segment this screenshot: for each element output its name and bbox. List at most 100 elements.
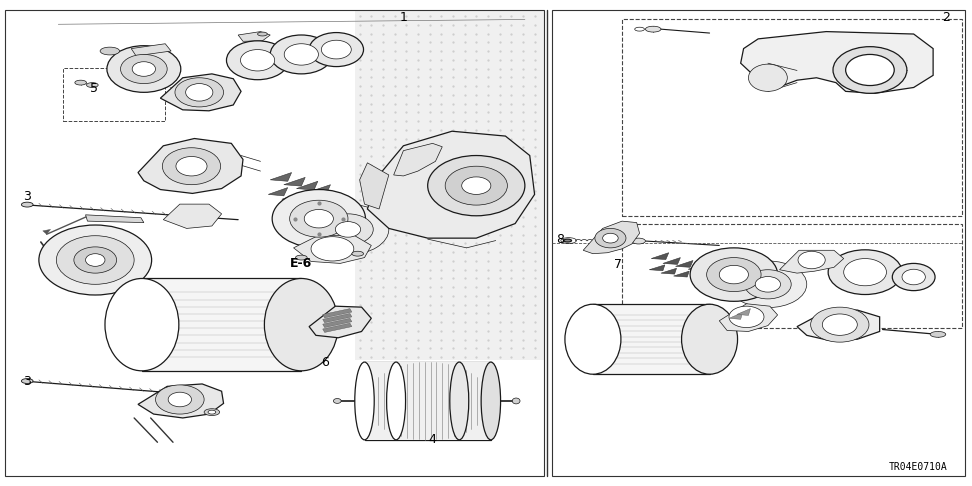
Ellipse shape [270,35,332,74]
Bar [5,10,544,476]
Polygon shape [593,304,710,374]
Ellipse shape [645,26,661,32]
Polygon shape [729,312,743,319]
Text: E-6: E-6 [291,257,312,270]
Ellipse shape [745,270,791,299]
Ellipse shape [798,251,825,269]
Ellipse shape [322,40,351,59]
Ellipse shape [208,410,216,414]
Polygon shape [323,313,352,323]
Text: 3: 3 [23,375,31,388]
Ellipse shape [176,156,207,176]
Ellipse shape [272,190,365,248]
Ellipse shape [352,251,364,256]
Ellipse shape [290,200,348,237]
Polygon shape [309,185,330,193]
Ellipse shape [304,209,333,228]
Ellipse shape [481,362,501,440]
Ellipse shape [681,304,738,374]
Ellipse shape [822,314,857,335]
Ellipse shape [175,78,224,107]
Ellipse shape [156,385,204,414]
Ellipse shape [333,399,341,403]
Ellipse shape [107,46,181,92]
Polygon shape [719,304,778,331]
Polygon shape [360,163,389,209]
Ellipse shape [39,225,152,295]
Polygon shape [86,215,144,223]
Ellipse shape [833,47,907,93]
Polygon shape [131,44,171,56]
Polygon shape [741,32,933,93]
Ellipse shape [105,278,179,371]
Ellipse shape [307,204,389,255]
Ellipse shape [309,33,364,67]
Ellipse shape [204,409,220,416]
Polygon shape [138,384,224,418]
Polygon shape [238,32,270,41]
Text: 7: 7 [614,259,622,271]
Polygon shape [323,318,352,328]
Ellipse shape [258,32,267,36]
Ellipse shape [355,362,374,440]
Ellipse shape [186,84,213,101]
Ellipse shape [121,54,167,84]
Ellipse shape [74,247,117,273]
Polygon shape [583,221,640,254]
Polygon shape [649,265,665,271]
Ellipse shape [690,248,778,301]
Ellipse shape [632,238,645,244]
Polygon shape [268,188,288,196]
Text: 4: 4 [429,434,436,446]
Ellipse shape [450,362,469,440]
Polygon shape [688,263,706,270]
Ellipse shape [719,265,748,284]
Polygon shape [282,192,301,201]
Polygon shape [294,195,313,204]
Text: 8: 8 [556,233,564,245]
Polygon shape [160,74,241,111]
Ellipse shape [729,261,807,308]
Polygon shape [163,204,222,228]
Ellipse shape [844,259,886,286]
Ellipse shape [729,306,764,328]
Ellipse shape [323,214,373,245]
Polygon shape [309,306,371,338]
Ellipse shape [512,398,520,404]
Polygon shape [737,309,750,315]
Polygon shape [367,131,535,238]
Ellipse shape [132,62,156,76]
Ellipse shape [846,54,894,86]
Polygon shape [394,143,442,176]
Ellipse shape [100,47,120,55]
Ellipse shape [445,166,507,205]
Polygon shape [355,10,544,360]
Polygon shape [323,309,352,318]
Ellipse shape [428,156,525,216]
Ellipse shape [902,269,925,285]
Ellipse shape [335,222,361,237]
Ellipse shape [87,83,98,87]
Ellipse shape [264,278,338,371]
Ellipse shape [86,254,105,266]
Text: 2: 2 [942,11,950,23]
Ellipse shape [564,239,572,242]
Ellipse shape [828,250,902,295]
Text: 1: 1 [399,11,407,23]
Polygon shape [674,271,689,277]
Polygon shape [138,139,243,193]
Ellipse shape [462,177,491,194]
Ellipse shape [75,80,87,85]
Polygon shape [294,235,371,263]
Polygon shape [676,260,693,267]
Ellipse shape [240,50,275,71]
Text: 6: 6 [321,356,329,368]
Text: 3: 3 [23,191,31,203]
Polygon shape [323,323,352,332]
Text: TR04E0710A: TR04E0710A [889,462,948,472]
Ellipse shape [21,379,33,383]
Ellipse shape [707,258,761,292]
Ellipse shape [21,202,33,207]
Polygon shape [284,177,305,186]
Ellipse shape [603,233,618,243]
